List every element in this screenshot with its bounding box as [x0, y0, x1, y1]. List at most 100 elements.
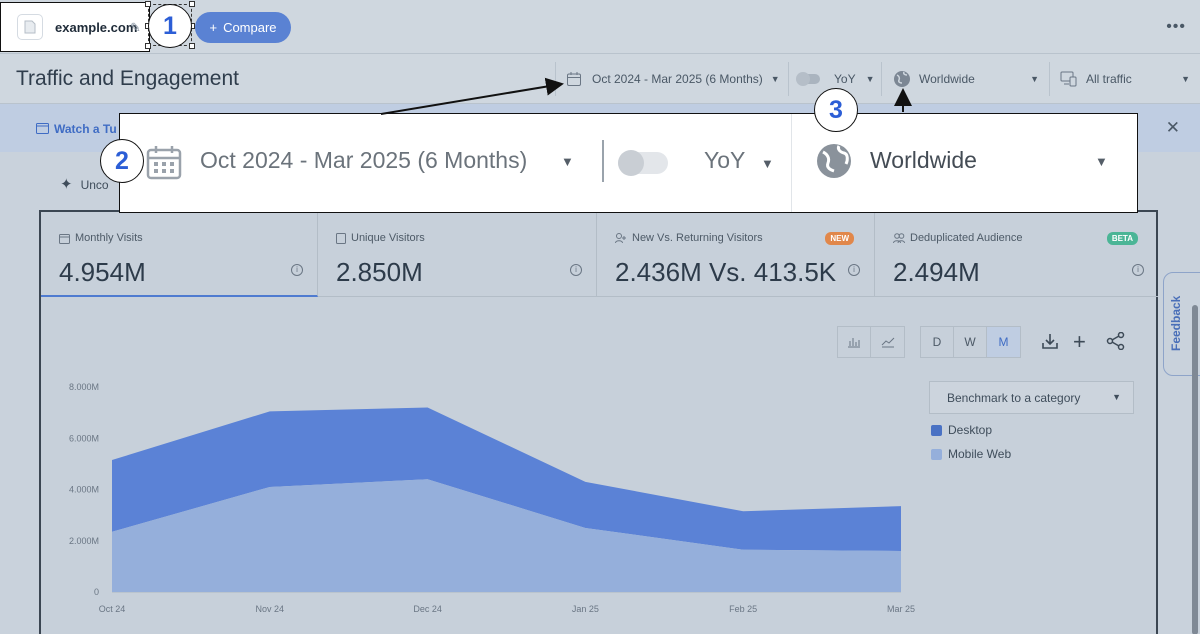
x-tick-label: Nov 24: [256, 604, 285, 612]
metric-label-text: Monthly Visits: [75, 232, 143, 244]
video-icon: [36, 123, 49, 134]
beta-badge: BETA: [1106, 232, 1138, 245]
y-tick-label: 6.000M: [69, 433, 99, 443]
info-icon[interactable]: i: [570, 264, 582, 276]
resize-handle[interactable]: [189, 1, 195, 7]
page-title: Traffic and Engagement: [16, 67, 239, 90]
callout-date-range[interactable]: Oct 2024 - Mar 2025 (6 Months): [200, 147, 528, 173]
sparkle-icon: ✦: [60, 176, 73, 193]
uncover-label: Unco: [80, 178, 109, 192]
x-tick-label: Oct 24: [99, 604, 126, 612]
date-range-picker[interactable]: Oct 2024 - Mar 2025 (6 Months) ▼: [566, 54, 780, 104]
annotation-badge-1: 1: [148, 4, 192, 48]
series-area-mobile-web[interactable]: [112, 479, 901, 592]
metric-value: 2.850M: [336, 257, 423, 287]
benchmark-label: Benchmark to a category: [947, 390, 1081, 405]
date-range-label: Oct 2024 - Mar 2025 (6 Months): [592, 72, 763, 86]
download-icon[interactable]: [1041, 332, 1059, 355]
traffic-filter[interactable]: All traffic ▼: [1060, 54, 1190, 104]
metric-label: Monthly Visits: [59, 232, 143, 244]
site-chip[interactable]: example.com: [0, 2, 150, 52]
site-domain: example.com: [55, 19, 138, 35]
annotation-badge-2: 2: [100, 139, 144, 183]
add-icon[interactable]: +: [1073, 329, 1086, 354]
plus-icon: +: [209, 20, 218, 35]
calendar-icon: [567, 72, 581, 86]
benchmark-dropdown[interactable]: Benchmark to a category ▼: [929, 381, 1134, 414]
chart-type-switch: [837, 326, 905, 358]
checkbox-checked-icon[interactable]: [931, 424, 942, 436]
compare-button[interactable]: + Compare: [195, 12, 291, 43]
resize-handle[interactable]: [145, 1, 151, 7]
metric-label: Unique Visitors: [336, 232, 425, 244]
y-tick-label: 2.000M: [69, 536, 99, 546]
divider: [555, 62, 556, 96]
close-icon[interactable]: ✕: [1165, 118, 1180, 137]
divider: [788, 62, 789, 96]
legend-desktop[interactable]: Desktop: [931, 423, 992, 437]
yoy-toggle-switch[interactable]: [618, 150, 668, 176]
metric-value: 2.436M Vs. 413.5K: [615, 257, 837, 287]
metric-new-vs-returning[interactable]: New Vs. Returning Visitors NEW 2.436M Vs…: [597, 212, 875, 297]
granularity-switch: D W M: [920, 326, 1021, 358]
uncover-section[interactable]: ✦ Unco: [60, 175, 109, 193]
legend-mobile-web[interactable]: Mobile Web: [931, 447, 1011, 461]
yoy-label: YoY: [834, 72, 856, 86]
file-icon: [17, 14, 43, 40]
traffic-panel: Monthly Visits 4.954M i Unique Visitors …: [39, 210, 1158, 634]
devices-icon: [1060, 71, 1077, 87]
granularity-day[interactable]: D: [921, 327, 954, 357]
x-tick-label: Feb 25: [729, 604, 757, 612]
yoy-toggle[interactable]: YoY ▼: [796, 54, 875, 104]
chevron-down-icon: ▼: [1030, 74, 1039, 84]
granularity-week[interactable]: W: [954, 327, 987, 357]
calendar-icon: [59, 233, 70, 244]
chevron-down-icon: ▼: [761, 156, 774, 171]
divider: [881, 62, 882, 96]
toggle-switch[interactable]: [796, 72, 820, 86]
top-bar: example.com ✎ + Compare •••: [0, 0, 1200, 54]
resize-handle[interactable]: [189, 43, 195, 49]
info-icon[interactable]: i: [1132, 264, 1144, 276]
line-chart-icon[interactable]: [871, 327, 904, 357]
metric-monthly-visits[interactable]: Monthly Visits 4.954M i: [41, 212, 318, 297]
scrollbar[interactable]: [1192, 305, 1198, 634]
edit-icon[interactable]: ✎: [130, 20, 141, 35]
resize-handle[interactable]: [145, 43, 151, 49]
share-icon[interactable]: [1106, 331, 1126, 355]
x-tick-label: Dec 24: [413, 604, 442, 612]
metrics-row: Monthly Visits 4.954M i Unique Visitors …: [41, 212, 1158, 297]
bar-chart-icon[interactable]: [838, 327, 871, 357]
metric-value: 2.494M: [893, 257, 980, 287]
info-icon[interactable]: i: [848, 264, 860, 276]
metric-label-text: New Vs. Returning Visitors: [632, 232, 763, 244]
metric-deduplicated-audience[interactable]: Deduplicated Audience BETA 2.494M i: [875, 212, 1158, 297]
granularity-month[interactable]: M: [987, 327, 1020, 357]
calendar-icon: [146, 146, 182, 180]
callout-region[interactable]: Worldwide: [870, 147, 977, 173]
more-options-icon[interactable]: •••: [1166, 18, 1186, 35]
series-area-desktop[interactable]: [112, 407, 901, 552]
callout-yoy-label[interactable]: YoY: [704, 147, 746, 173]
info-icon[interactable]: i: [291, 264, 303, 276]
region-selector[interactable]: Worldwide ▼: [893, 54, 1039, 104]
metric-label-text: Deduplicated Audience: [910, 232, 1023, 244]
document-icon: [336, 232, 346, 244]
zoom-callout: Oct 2024 - Mar 2025 (6 Months) ▼ YoY ▼ W…: [119, 113, 1138, 213]
banner-link[interactable]: Watch a Tu: [54, 122, 117, 136]
checkbox-checked-icon[interactable]: [931, 448, 942, 460]
chevron-down-icon: ▼: [561, 154, 574, 169]
globe-icon: [894, 71, 910, 87]
chevron-down-icon: ▼: [770, 74, 780, 84]
x-tick-label: Mar 25: [887, 604, 915, 612]
region-label: Worldwide: [919, 72, 975, 86]
metric-unique-visitors[interactable]: Unique Visitors 2.850M i: [318, 212, 597, 297]
feedback-label: Feedback: [1169, 295, 1183, 351]
chevron-down-icon: ▼: [1112, 392, 1121, 402]
compare-label: Compare: [223, 20, 277, 35]
y-tick-label: 8.000M: [69, 382, 99, 392]
annotation-badge-3: 3: [814, 88, 858, 132]
y-tick-label: 0: [94, 587, 99, 597]
users-icon: [893, 232, 905, 243]
traffic-filter-label: All traffic: [1086, 72, 1132, 86]
